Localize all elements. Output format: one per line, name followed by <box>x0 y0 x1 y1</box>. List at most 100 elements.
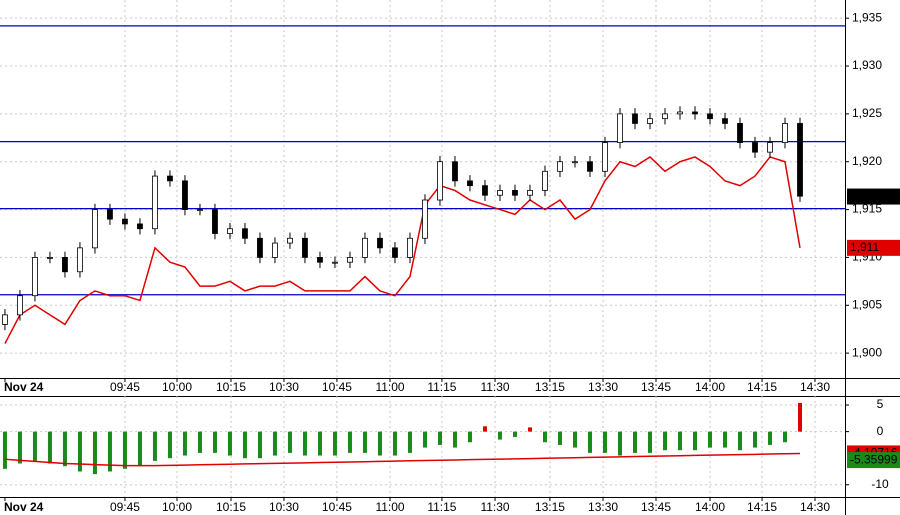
x-tick-label: Nov 24 <box>4 380 44 394</box>
candle-body <box>722 118 728 124</box>
candle-body <box>47 257 53 259</box>
histogram-bar <box>647 431 652 453</box>
candle-body <box>317 257 323 263</box>
candle-body <box>107 209 113 220</box>
histogram-bar <box>617 431 622 456</box>
candle-body <box>287 237 293 244</box>
x-tick-label: 13:45 <box>641 500 671 514</box>
histogram-bar <box>632 431 637 453</box>
x-tick-label: 13:30 <box>588 500 618 514</box>
histogram-bar <box>722 431 727 448</box>
histogram-bar <box>77 431 82 472</box>
price-marker <box>847 452 900 469</box>
x-tick-label: 11:15 <box>427 380 456 394</box>
histogram-bar <box>677 431 682 451</box>
candle-body <box>227 228 233 234</box>
candle-body <box>197 209 203 211</box>
candle-body <box>2 314 8 325</box>
histogram-bar <box>257 431 262 459</box>
x-tick-label: 13:30 <box>588 380 618 394</box>
histogram-bar <box>182 431 187 456</box>
x-tick-label: 11:15 <box>427 500 456 514</box>
x-tick-label: 09:45 <box>110 380 140 394</box>
x-tick-label: Nov 24 <box>4 500 44 514</box>
candle-body <box>617 113 623 143</box>
x-tick-label: 10:45 <box>322 500 352 514</box>
candle-body <box>92 209 98 249</box>
candle-body <box>677 111 683 115</box>
x-tick-label: 10:30 <box>269 380 299 394</box>
y-tick-label: 1,935 <box>852 10 882 24</box>
candle-body <box>212 209 218 234</box>
x-tick-label: 10:15 <box>216 380 246 394</box>
x-tick-label: 13:15 <box>535 380 565 394</box>
y-tick-label: -10 <box>871 477 889 491</box>
candle-body <box>782 123 788 143</box>
histogram-bar <box>527 427 532 432</box>
x-tick-label: 10:00 <box>162 500 192 514</box>
histogram-bar <box>227 431 232 456</box>
candle-body <box>512 190 518 196</box>
y-tick-label: 1,905 <box>852 297 882 311</box>
candle-body <box>407 237 413 258</box>
candle-body <box>692 111 698 115</box>
candle-body <box>77 247 83 273</box>
price-marker <box>847 188 900 205</box>
histogram-bar <box>392 431 397 456</box>
candle-body <box>602 142 608 172</box>
candle-body <box>527 190 533 196</box>
candle-body <box>377 237 383 249</box>
histogram-bar <box>377 431 382 456</box>
histogram-bar <box>602 431 607 453</box>
candle-body <box>332 261 338 264</box>
candle-body <box>437 161 443 201</box>
price-marker-label: 1,911 <box>850 240 879 254</box>
candle-body <box>32 257 38 297</box>
candle-body <box>152 175 158 230</box>
x-tick-label: 10:15 <box>216 500 246 514</box>
histogram-bar <box>17 431 22 464</box>
histogram-bar <box>47 431 52 464</box>
x-tick-label: 14:00 <box>695 380 725 394</box>
y-tick-label: 1,915 <box>852 202 882 216</box>
x-tick-label: 11:30 <box>480 380 509 394</box>
histogram-bar <box>797 402 802 432</box>
price-marker-label: -5.35999 <box>850 452 898 466</box>
x-tick-label: 13:45 <box>641 380 671 394</box>
histogram-bar <box>572 431 577 448</box>
histogram-bar <box>752 431 757 448</box>
histogram-bar <box>362 431 367 453</box>
histogram-bar <box>122 431 127 469</box>
histogram-bar <box>92 431 97 475</box>
candle-body <box>242 228 248 239</box>
candle-body <box>62 257 68 273</box>
histogram-bar <box>737 431 742 451</box>
x-tick-label: 14:00 <box>695 500 725 514</box>
candle-body <box>737 123 743 143</box>
histogram-bar <box>2 431 7 469</box>
histogram-bar <box>302 431 307 456</box>
histogram-bar <box>152 431 157 461</box>
x-tick-label: 13:15 <box>535 500 565 514</box>
candle-body <box>167 175 173 182</box>
histogram-bar <box>32 431 37 461</box>
candle-body <box>662 113 668 120</box>
histogram-bar <box>437 431 442 445</box>
histogram-bar <box>272 431 277 456</box>
candle-body <box>17 295 23 316</box>
candle-body <box>137 223 143 230</box>
candle-body <box>497 190 503 196</box>
candle-body <box>302 237 308 258</box>
histogram-bar <box>407 431 412 453</box>
x-tick-label: 09:45 <box>110 500 140 514</box>
candle-body <box>122 218 128 225</box>
histogram-bar <box>107 431 112 472</box>
histogram-bar <box>452 431 457 448</box>
histogram-bar <box>332 431 337 456</box>
indicator-line <box>4 452 801 467</box>
histogram-bar <box>167 431 172 459</box>
y-tick-label: 5 <box>877 397 884 411</box>
x-tick-label: 14:30 <box>800 380 830 394</box>
y-tick-label: 1,930 <box>852 58 882 72</box>
